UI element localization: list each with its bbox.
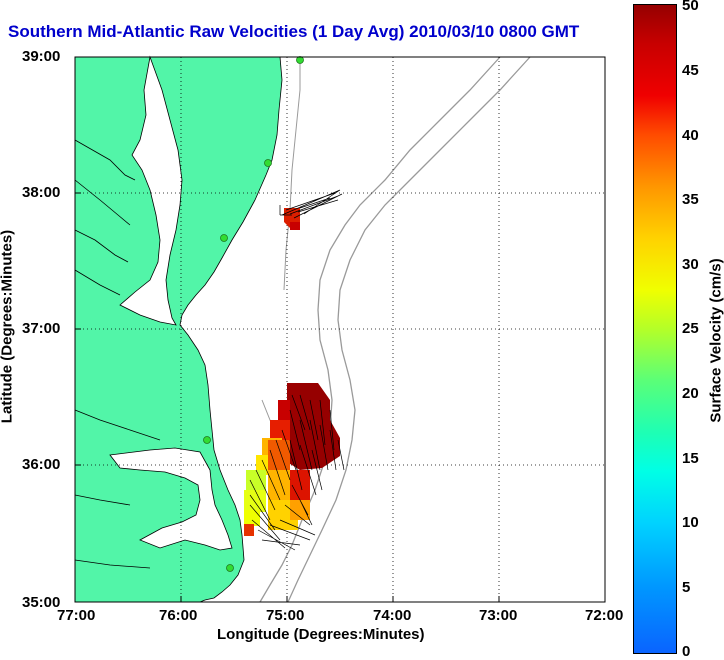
colorbar-tick-25: 25 [682,320,699,337]
colorbar-tick-50: 50 [682,0,699,14]
colorbar-tick-0: 0 [682,643,690,660]
x-tick-72: 72:00 [585,607,623,624]
y-tick-35: 35:00 [22,594,60,611]
y-tick-36: 36:00 [22,456,60,473]
y-tick-39: 39:00 [22,48,60,65]
x-tick-75: 75:00 [266,607,304,624]
colorbar-tick-5: 5 [682,579,690,596]
x-tick-76: 76:00 [159,607,197,624]
colorbar-tick-45: 45 [682,62,699,79]
colorbar-tick-35: 35 [682,191,699,208]
x-tick-74: 74:00 [373,607,411,624]
colorbar-tick-30: 30 [682,256,699,273]
y-axis-label: Latitude (Degrees:Minutes) [0,202,16,452]
y-tick-38: 38:00 [22,184,60,201]
colorbar-tick-10: 10 [682,514,699,531]
x-tick-77: 77:00 [57,607,95,624]
colorbar-label: Surface Velocity (cm/s) [708,221,724,461]
colorbar-tick-20: 20 [682,385,699,402]
colorbar [633,4,677,654]
colorbar-tick-40: 40 [682,127,699,144]
x-axis-label: Longitude (Degrees:Minutes) [217,626,425,643]
y-tick-37: 37:00 [22,320,60,337]
x-tick-73: 73:00 [479,607,517,624]
colorbar-tick-15: 15 [682,450,699,467]
